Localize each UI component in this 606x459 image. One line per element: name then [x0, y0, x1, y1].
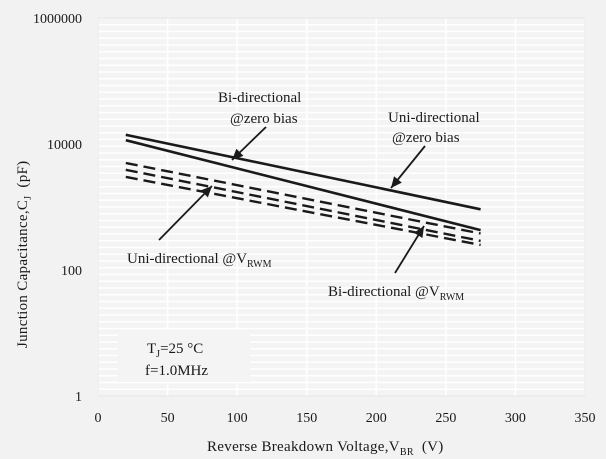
- annotation-bidirectional-vrwm: Bi-directional @VRWM: [328, 284, 464, 303]
- condition-temperature: TJ=25 °C: [147, 341, 203, 360]
- y-axis-title-sub: J: [23, 196, 34, 200]
- y-tick-label: 1000000: [33, 12, 82, 27]
- series-line-3-dashed: [125, 161, 481, 235]
- arrow-unidirectional-vrwm-head: [200, 186, 212, 198]
- series-line-5-dashed: [125, 175, 481, 247]
- x-tick-label: 100: [227, 411, 248, 426]
- annotation-unidirectional-vrwm-text: Uni-directional @V: [127, 251, 247, 267]
- y-tick-label: 100: [61, 264, 82, 279]
- arrow-bidirectional-zero: [231, 126, 267, 161]
- y-axis-title-text: Junction Capacitance,C: [15, 200, 31, 348]
- annotation-unidirectional-vrwm: Uni-directional @VRWM: [127, 251, 272, 270]
- x-tick-label: 50: [161, 411, 175, 426]
- annotation-bidirectional-zero-line1: Bi-directional: [218, 90, 301, 106]
- x-tick-label: 300: [505, 411, 526, 426]
- y-axis-title-unit: (pF): [15, 161, 31, 188]
- annotation-bidirectional-vrwm-text: Bi-directional @V: [328, 284, 440, 300]
- series-line-4-dashed: [125, 168, 481, 243]
- x-tick-label: 250: [435, 411, 456, 426]
- arrow-unidirectional-zero: [390, 145, 426, 189]
- x-axis-title: Reverse Breakdown Voltage,VBR (V): [207, 439, 444, 458]
- annotation-unidirectional-zero-line1: Uni-directional: [388, 110, 480, 126]
- x-axis-title-unit: (V): [422, 439, 444, 455]
- plot-frame: [97, 17, 586, 397]
- condition-temperature-text: T: [147, 341, 156, 357]
- y-tick-label: 1: [75, 390, 82, 405]
- y-axis-title: Junction Capacitance,CJ (pF): [15, 161, 34, 348]
- annotation-unidirectional-zero-line2: @zero bias: [392, 130, 460, 146]
- arrow-bidirectional-vrwm-head: [413, 226, 424, 238]
- arrow-bidirectional-vrwm: [394, 225, 425, 274]
- arrow-unidirectional-vrwm-shaft: [158, 185, 213, 241]
- condition-temperature-rest: =25 °C: [160, 341, 203, 357]
- condition-temperature-sub: J: [156, 349, 160, 360]
- tick-labels: 0 50 100 150 200 250 300 350 1 100 10000 1000000: [33, 12, 596, 426]
- x-tick-label: 200: [366, 411, 387, 426]
- series-group: [125, 133, 481, 247]
- x-axis-title-text: Reverse Breakdown Voltage,V: [207, 439, 400, 455]
- x-tick-label: 150: [296, 411, 317, 426]
- x-axis-title-sub: BR: [400, 447, 414, 458]
- series-line-2-solid: [125, 138, 481, 232]
- arrow-bidirectional-zero-head: [232, 148, 244, 160]
- annotation-bidirectional-vrwm-sub: RWM: [440, 292, 465, 303]
- condition-frequency: f=1.0MHz: [145, 363, 208, 379]
- arrow-unidirectional-vrwm: [158, 185, 213, 241]
- arrow-unidirectional-zero-head: [391, 176, 402, 188]
- conditions-box: [118, 330, 250, 382]
- x-tick-label: 350: [575, 411, 596, 426]
- annotation-unidirectional-vrwm-sub: RWM: [247, 259, 272, 270]
- annotation-arrows: [158, 126, 426, 274]
- x-tick-label: 0: [95, 411, 102, 426]
- y-tick-label: 10000: [47, 138, 82, 153]
- series-line-1-solid: [125, 133, 481, 211]
- annotation-bidirectional-zero-line2: @zero bias: [230, 111, 298, 127]
- grid: [97, 18, 586, 396]
